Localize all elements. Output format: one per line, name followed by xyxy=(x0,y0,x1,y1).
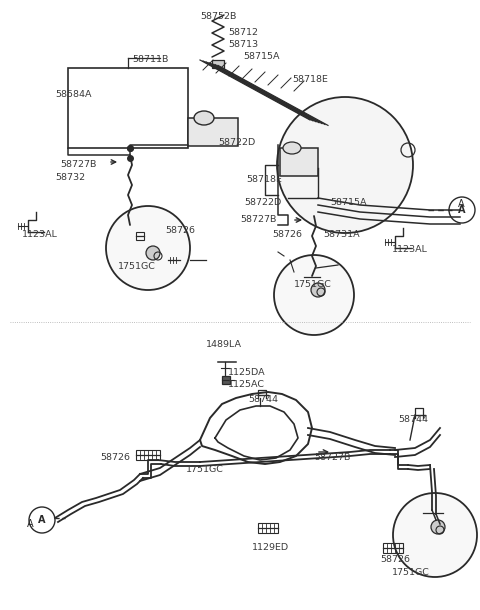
Circle shape xyxy=(393,493,477,577)
Text: 58726: 58726 xyxy=(380,555,410,564)
Text: 1751GC: 1751GC xyxy=(392,568,430,577)
Text: 58584A: 58584A xyxy=(55,90,92,99)
Circle shape xyxy=(274,255,354,335)
Text: 58752B: 58752B xyxy=(200,12,236,21)
Bar xyxy=(258,523,278,533)
Text: A: A xyxy=(27,519,33,529)
Ellipse shape xyxy=(283,142,301,154)
Text: 58718E: 58718E xyxy=(292,75,328,84)
Text: 58722D: 58722D xyxy=(244,198,281,207)
Circle shape xyxy=(277,97,413,233)
Text: 1125AC: 1125AC xyxy=(228,380,265,389)
Text: 58712: 58712 xyxy=(228,28,258,37)
Text: 58718E: 58718E xyxy=(246,175,282,184)
Text: 58727B: 58727B xyxy=(60,160,96,169)
Circle shape xyxy=(449,197,475,223)
Text: 1489LA: 1489LA xyxy=(206,340,242,349)
Text: 58727B: 58727B xyxy=(314,453,350,462)
Text: 58722D: 58722D xyxy=(218,138,255,147)
Text: 58726: 58726 xyxy=(165,226,195,235)
Ellipse shape xyxy=(194,111,214,125)
Text: 58726: 58726 xyxy=(100,453,130,462)
Text: A: A xyxy=(458,199,464,209)
Text: 1751GC: 1751GC xyxy=(186,465,224,474)
Circle shape xyxy=(311,283,325,297)
Bar xyxy=(222,376,230,384)
Text: 58715A: 58715A xyxy=(243,52,279,61)
Text: 58744: 58744 xyxy=(248,395,278,404)
Text: A: A xyxy=(458,205,466,215)
Text: 58711B: 58711B xyxy=(132,55,168,64)
Text: A: A xyxy=(38,515,46,525)
Text: 1751GC: 1751GC xyxy=(118,262,156,271)
Text: 58727B: 58727B xyxy=(240,215,276,224)
Text: 58726: 58726 xyxy=(272,230,302,239)
Circle shape xyxy=(431,520,445,534)
Text: 1751GC: 1751GC xyxy=(294,280,332,289)
Bar xyxy=(188,118,238,146)
Bar xyxy=(383,543,403,553)
Text: 58744: 58744 xyxy=(398,415,428,424)
Text: 1123AL: 1123AL xyxy=(392,245,428,254)
Bar xyxy=(68,68,188,148)
Text: 58732: 58732 xyxy=(55,173,85,182)
Bar xyxy=(280,148,318,176)
Text: 1125DA: 1125DA xyxy=(228,368,265,377)
Circle shape xyxy=(106,206,190,290)
Text: 58731A: 58731A xyxy=(323,230,360,239)
Text: 1129ED: 1129ED xyxy=(252,543,289,552)
Text: 1123AL: 1123AL xyxy=(22,230,58,239)
Bar xyxy=(212,60,224,68)
Circle shape xyxy=(146,246,160,260)
Bar xyxy=(136,232,144,240)
Circle shape xyxy=(29,507,55,533)
Bar xyxy=(136,450,160,460)
Text: 58713: 58713 xyxy=(228,40,258,49)
Text: 58715A: 58715A xyxy=(330,198,367,207)
